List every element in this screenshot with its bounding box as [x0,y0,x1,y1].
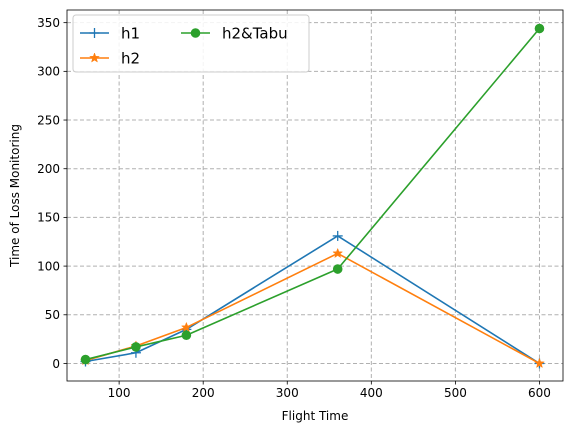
legend-label: h2 [121,50,140,68]
y-tick-label: 300 [37,65,60,79]
series-line [85,27,541,361]
axis-ticks: 100 200 300 400 500 600 0 50 100 150 200 250 300 350 [37,16,551,400]
series-1 [80,247,545,369]
y-tick-label: 200 [37,162,60,176]
x-tick-label: 300 [276,386,299,400]
legend-label: h2&Tabu [222,25,288,43]
data-point [332,247,344,259]
x-tick-label: 400 [360,386,383,400]
series-line [85,235,540,365]
data-point [180,321,192,333]
y-tick-label: 0 [52,357,60,371]
legend-entry: h2 [80,50,140,68]
y-tick-label: 350 [37,16,60,30]
y-tick-label: 100 [37,259,60,273]
x-tick-label: 200 [192,386,215,400]
data-point [131,342,141,352]
data-point [534,23,545,34]
legend-entry: h1 [80,25,140,43]
data-point [534,357,545,369]
data-point [80,354,91,365]
legend: h1 h2&Tabu h2 [72,14,310,73]
data-point [181,330,192,341]
y-tick-label: 250 [37,113,60,127]
series-2 [80,23,545,365]
series-layer [80,23,545,369]
y-tick-label: 150 [37,211,60,225]
legend-marker [89,52,100,63]
series-0 [80,230,545,369]
x-axis-label: Flight Time [282,409,349,423]
legend-marker [190,28,201,38]
y-tick-label: 50 [45,308,60,322]
legend-marker [89,28,100,38]
x-tick-label: 500 [444,386,467,400]
legend-box [72,14,310,73]
legend-label: h1 [121,25,140,43]
series-line [85,252,540,365]
x-tick-label: 100 [108,386,131,400]
x-tick-label: 600 [528,386,551,400]
legend-entry: h2&Tabu [181,25,288,43]
data-point [332,230,343,241]
plot-frame [66,9,564,382]
data-point [332,264,343,274]
y-axis-label: Time of Loss Monitoring [8,124,22,268]
